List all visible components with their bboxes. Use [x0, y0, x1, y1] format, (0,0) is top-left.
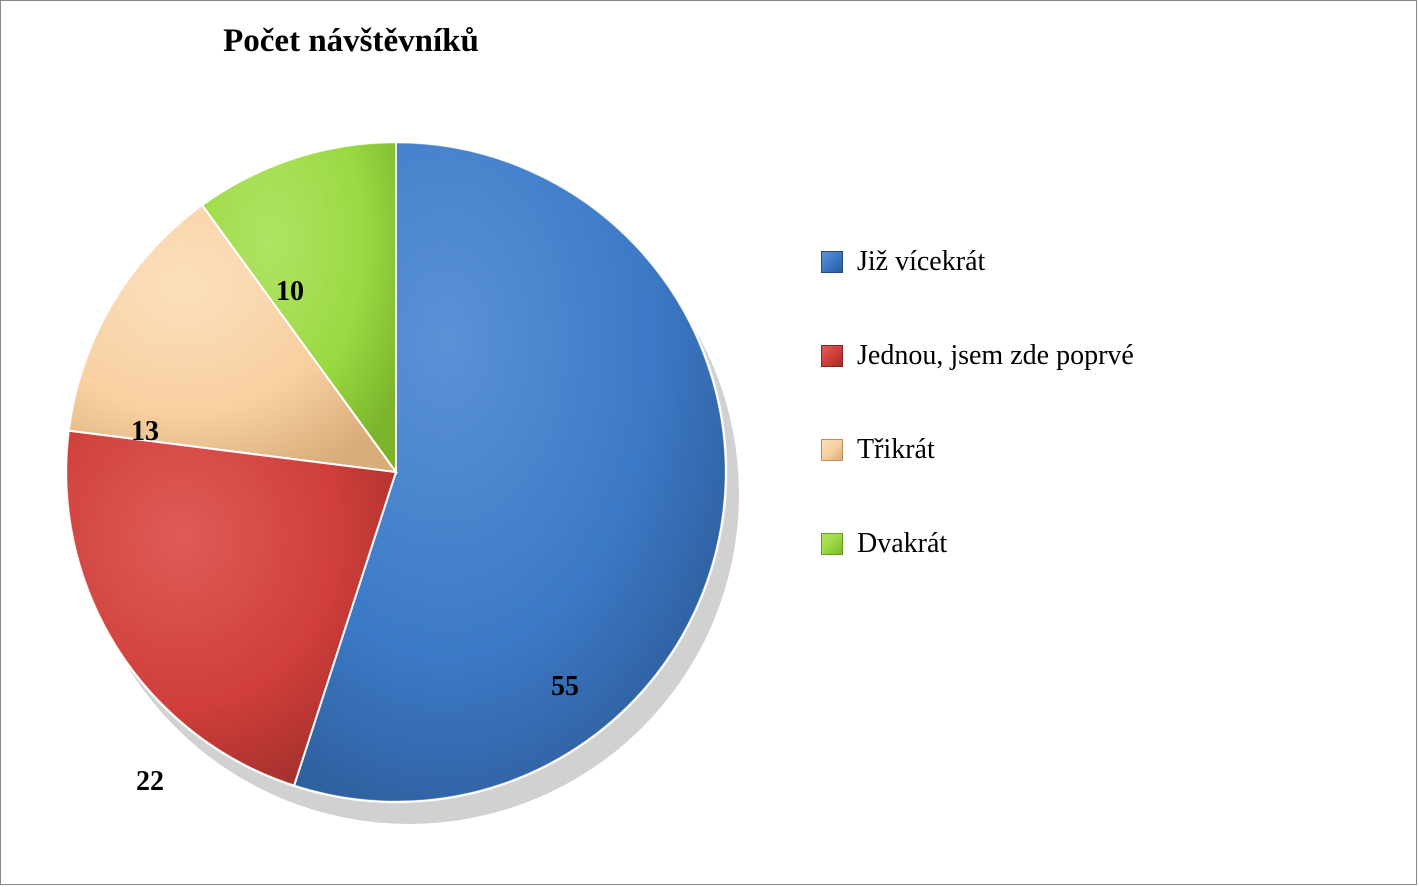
- legend-item-trikrat: Třikrát: [821, 434, 1134, 466]
- legend-swatch: [821, 439, 843, 461]
- legend-label: Jednou, jsem zde poprvé: [857, 340, 1134, 372]
- pie-svg: [51, 116, 751, 836]
- legend-label: Již vícekrát: [857, 246, 985, 278]
- data-label-jednou-poprve: 22: [136, 766, 164, 798]
- legend-item-jednou-poprve: Jednou, jsem zde poprvé: [821, 340, 1134, 372]
- data-label-dvakrat: 10: [276, 276, 304, 308]
- legend-item-jiz-vicekrat: Již vícekrát: [821, 246, 1134, 278]
- legend-swatch: [821, 251, 843, 273]
- legend-swatch: [821, 345, 843, 367]
- legend-item-dvakrat: Dvakrát: [821, 528, 1134, 560]
- data-label-jiz-vicekrat: 55: [551, 671, 579, 703]
- chart-container: Počet návštěvníků Již vícekrát Jednou, j…: [0, 0, 1417, 885]
- legend-label: Dvakrát: [857, 528, 947, 560]
- data-label-trikrat: 13: [131, 416, 159, 448]
- chart-title: Počet návštěvníků: [1, 23, 701, 60]
- legend-label: Třikrát: [857, 434, 935, 466]
- legend: Již vícekrát Jednou, jsem zde poprvé Tři…: [821, 246, 1134, 560]
- legend-swatch: [821, 533, 843, 555]
- pie-chart: [51, 116, 751, 841]
